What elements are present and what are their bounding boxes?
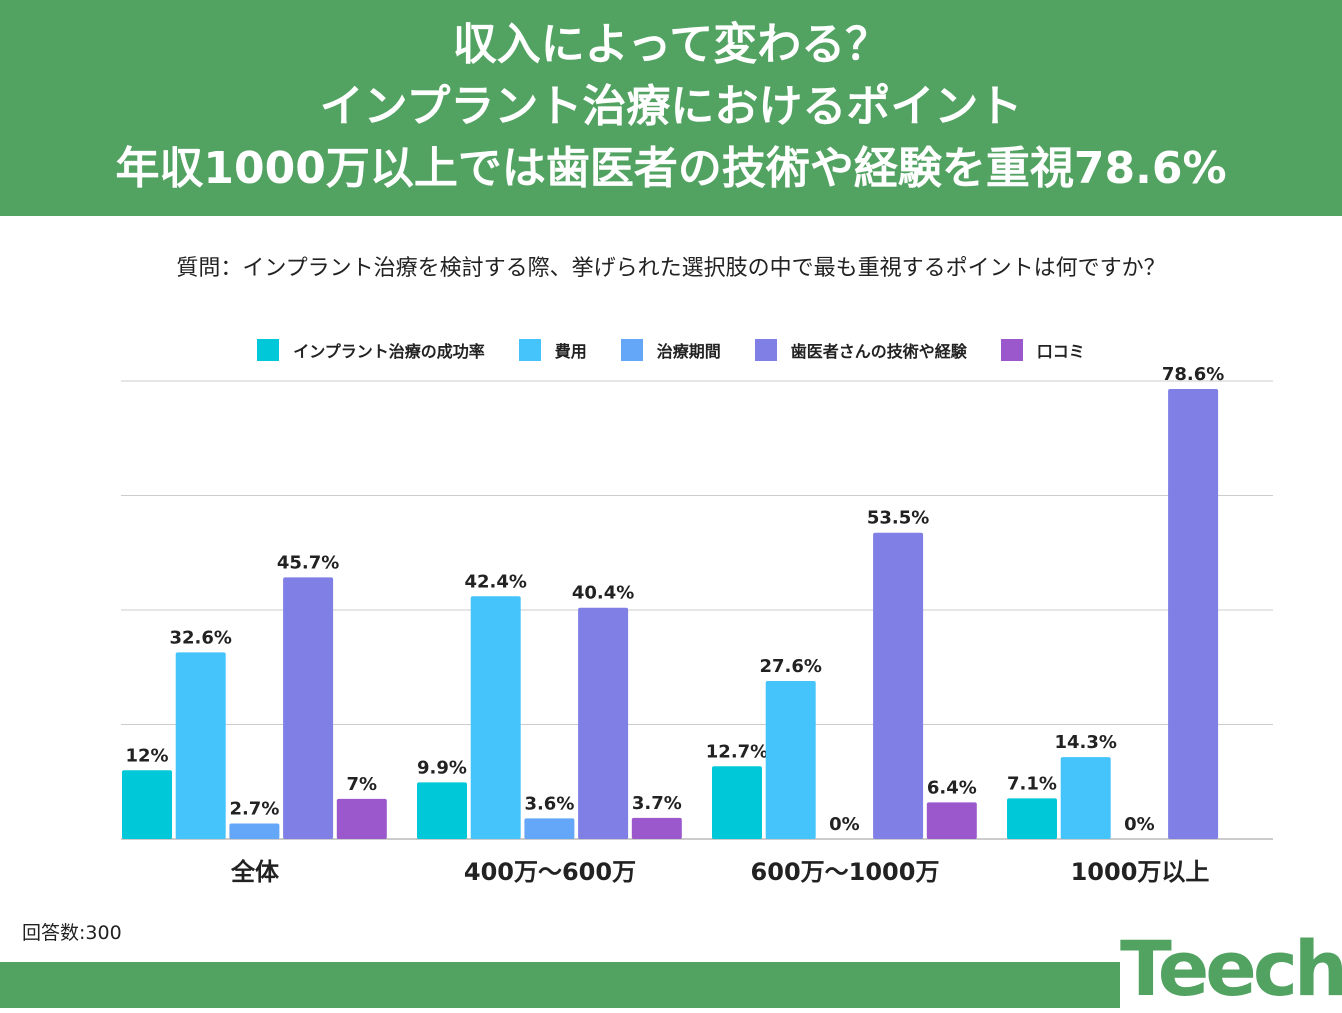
bar	[765, 680, 816, 839]
title-banner: 収入によって変わる？ インプラント治療におけるポイント 年収1000万以上では歯…	[0, 0, 1342, 216]
bar-chart: 12% 32.6% 2.7% 45.7% 7% 全体 9.9% 42.4% 3.6% 40.4% 3…	[121, 364, 1273, 886]
bar	[631, 817, 682, 839]
data-label: 7%	[347, 774, 378, 795]
legend-label: インプラント治療の成功率	[293, 342, 485, 361]
bar	[873, 532, 924, 839]
bar	[712, 766, 762, 839]
respondent-count: 回答数:300	[22, 922, 122, 944]
data-label: 53.5%	[867, 508, 929, 529]
bar	[1168, 389, 1219, 839]
title-line-2: インプラント治療におけるポイント	[319, 81, 1023, 132]
category-label: 全体	[230, 858, 280, 886]
data-label: 3.6%	[524, 793, 574, 814]
legend-label: 費用	[554, 342, 587, 361]
data-label: 14.3%	[1054, 732, 1116, 753]
bar	[336, 798, 387, 839]
legend-swatch	[1000, 339, 1023, 361]
legend-label: 治療期間	[656, 342, 721, 361]
legend-item: 口コミ	[1000, 338, 1085, 362]
category-label: 1000万以上	[1071, 858, 1210, 886]
legend-item: 治療期間	[620, 338, 721, 362]
bar	[122, 770, 172, 839]
data-label: 12.7%	[706, 741, 768, 762]
data-label: 78.6%	[1162, 364, 1224, 385]
category-label: 400万〜600万	[464, 858, 636, 886]
legend-swatch	[754, 339, 777, 361]
bar	[578, 607, 629, 839]
teech-logo: Teech	[1120, 924, 1342, 1013]
data-label: 6.4%	[927, 777, 977, 798]
data-label: 12%	[125, 745, 168, 766]
legend-label: 歯医者さんの技術や経験	[790, 342, 967, 361]
legend-swatch	[257, 339, 280, 361]
legend-item: 歯医者さんの技術や経験	[754, 338, 967, 362]
bar	[524, 818, 575, 839]
data-label: 9.9%	[417, 757, 467, 778]
legend-swatch	[620, 339, 643, 361]
legend-item: インプラント治療の成功率	[257, 338, 485, 362]
question-text: 質問：インプラント治療を検討する際、挙げられた選択肢の中で最も重視するポイントは…	[176, 256, 1166, 281]
data-label: 42.4%	[464, 571, 526, 592]
title-line-3: 年収1000万以上では歯医者の技術や経験を重視78.6%	[115, 143, 1227, 194]
bar	[283, 577, 334, 839]
bar	[1060, 757, 1111, 839]
bar	[417, 782, 467, 839]
legend: インプラント治療の成功率 費用 治療期間 歯医者さんの技術や経験 口コミ	[0, 338, 1342, 362]
bar	[175, 652, 226, 839]
data-label: 0%	[829, 814, 860, 835]
bar	[229, 823, 280, 839]
category-label: 600万〜1000万	[751, 858, 940, 886]
legend-label: 口コミ	[1036, 342, 1085, 361]
legend-item: 費用	[518, 338, 587, 362]
data-label: 32.6%	[169, 627, 231, 648]
data-label: 40.4%	[572, 583, 634, 604]
data-label: 45.7%	[277, 552, 339, 573]
legend-swatch	[518, 339, 541, 361]
data-label: 27.6%	[759, 656, 821, 677]
data-label: 7.1%	[1007, 773, 1057, 794]
footer-bar	[0, 962, 1342, 1008]
title-line-1: 収入によって変わる？	[452, 19, 890, 70]
bar	[470, 596, 521, 839]
bar	[1007, 798, 1057, 839]
bar	[926, 802, 977, 839]
data-label: 3.7%	[632, 793, 682, 814]
data-label: 0%	[1124, 814, 1155, 835]
data-label: 2.7%	[229, 799, 279, 820]
